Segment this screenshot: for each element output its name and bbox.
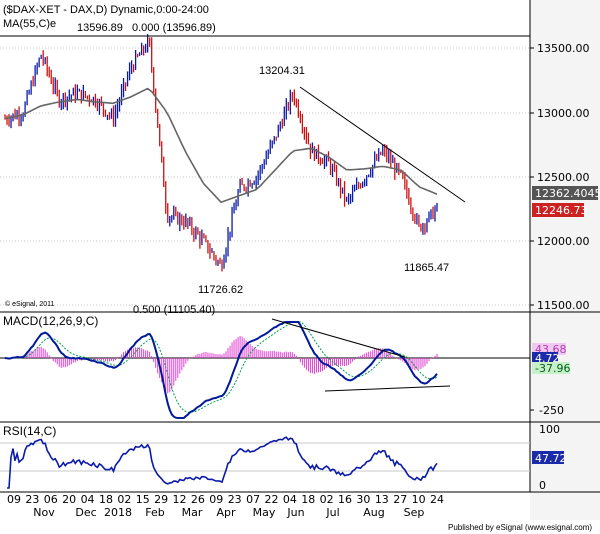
rsi-label: RSI(14,C) [3, 424, 56, 438]
high-value-label: 13596.89 [77, 22, 123, 34]
x-tick-label: 04 [81, 493, 95, 506]
macd-upper-trendline [271, 318, 406, 358]
price-bars [4, 34, 438, 272]
x-month-label: May [253, 506, 276, 519]
price-tick: 13500.00 [537, 42, 590, 55]
x-tick-label: 13 [375, 493, 389, 506]
x-tick-label: 27 [393, 493, 407, 506]
macd-lower-trendline [324, 385, 451, 392]
ma-label: MA(55,C)e [3, 18, 56, 30]
x-month-label: Dec [75, 506, 96, 519]
x-tick-label: 18 [99, 493, 113, 506]
x-tick-label: 09 [7, 493, 21, 506]
ma-last-value: 12362.4045 [535, 187, 600, 200]
x-tick-label: 23 [25, 493, 39, 506]
copyright: © eSignal, 2011 [5, 300, 55, 308]
x-tick-label: 10 [412, 493, 426, 506]
macd-value: 4.72 [535, 352, 560, 365]
price-axis: 13500.00 13000.00 12500.00 12000.00 1150… [530, 42, 590, 312]
resistance-trendline [299, 86, 466, 203]
x-month-label: Sep [404, 506, 425, 519]
x-tick-label: 02 [320, 493, 334, 506]
x-month-label: Nov [33, 506, 55, 519]
x-month-label: Apr [216, 506, 236, 519]
price-tick: 13000.00 [537, 107, 590, 120]
macd-signal-value: -37.96 [535, 362, 570, 375]
x-tick-label: 18 [301, 493, 315, 506]
x-month-label: Mar [182, 506, 203, 519]
x-tick-label: 06 [44, 493, 58, 506]
x-tick-label: 09 [209, 493, 223, 506]
x-tick-label: 26 [191, 493, 205, 506]
macd-signal-box [532, 362, 570, 374]
price-tick: 11500.00 [537, 299, 590, 312]
x-tick-label: 29 [154, 493, 168, 506]
price-tick: 12500.00 [537, 171, 590, 184]
x-tick-label: 20 [62, 493, 76, 506]
ma55-line [4, 87, 438, 204]
x-tick-label: 02 [117, 493, 131, 506]
ma-values-label: 0.000 (13596.89) [132, 22, 216, 34]
price-gridlines [0, 47, 530, 306]
rsi-value-box [532, 451, 564, 464]
x-month-label: Jun [286, 506, 304, 519]
price-tick: 12000.00 [537, 235, 590, 248]
footer-credit: Published by eSignal (www.esignal.com) [448, 523, 592, 532]
price-axis-strip [530, 0, 600, 520]
x-month-label: Feb [145, 506, 164, 519]
macd-signal-line [4, 321, 438, 413]
x-axis: 09 23 06 20 04 18 02 15 29 12 26 09 23 07 22 04 18 02 16 30… [7, 493, 444, 506]
x-tick-label: 30 [356, 493, 370, 506]
cut-text: 0.500 (11105.40) [133, 304, 215, 316]
peak-annotation: 13204.31 [259, 65, 305, 77]
x-tick-label: 12 [173, 493, 187, 506]
x-tick-label: 22 [264, 493, 278, 506]
macd-label: MACD(12,26,9,C) [3, 314, 98, 328]
rsi-value: 47.72 [535, 452, 567, 465]
low-annotation-2: 11865.47 [404, 262, 449, 274]
rsi-tick-low: 0 [539, 479, 546, 492]
x-tick-label: 23 [228, 493, 242, 506]
rsi-line [7, 436, 438, 489]
ma-last-box [532, 186, 598, 200]
macd-tick: -250 [539, 404, 564, 417]
x-tick-label: 24 [430, 493, 444, 506]
x-month-label: Aug [363, 506, 384, 519]
close-last-box [532, 203, 584, 217]
low-annotation-1: 11726.62 [198, 284, 243, 296]
x-month-label: Jul [325, 506, 339, 519]
x-tick-label: 15 [136, 493, 150, 506]
macd-value-box [532, 352, 558, 364]
x-tick-label: 16 [338, 493, 352, 506]
x-axis-months: Nov Dec 2018 Feb Mar Apr May Jun Jul Aug Sep [33, 506, 424, 519]
rsi-tick-high: 100 [539, 423, 560, 436]
close-last-value: 12246.73 [535, 204, 588, 217]
chart-symbol: ($DAX-XET - DAX,D) Dynamic,0:00-24:00 [3, 4, 209, 16]
macd-line [4, 321, 438, 419]
x-month-label: 2018 [104, 506, 132, 519]
x-tick-label: 04 [283, 493, 297, 506]
x-tick-label: 07 [246, 493, 260, 506]
